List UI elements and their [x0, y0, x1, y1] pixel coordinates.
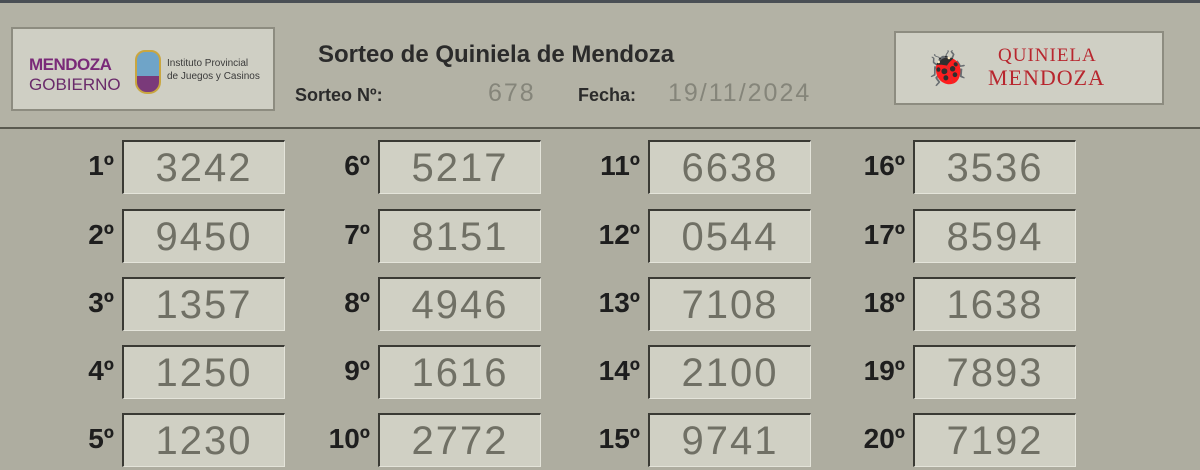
result-position: 16º	[863, 150, 905, 181]
sorteo-label: Sorteo Nº:	[295, 85, 383, 105]
result-number: 1250	[122, 345, 285, 399]
result-position: 13º	[598, 287, 640, 318]
result-position: 19º	[863, 355, 905, 386]
fecha-value: 19/11/2024	[668, 79, 812, 107]
result-position: 18º	[863, 287, 905, 318]
result-position: 15º	[598, 423, 640, 454]
top-border	[0, 0, 1200, 3]
result-position: 5º	[88, 423, 114, 454]
result-number: 6638	[648, 140, 811, 194]
result-number: 1357	[122, 277, 285, 331]
result-number: 3536	[913, 140, 1076, 194]
result-position: 14º	[598, 355, 640, 386]
sorteo-value: 678	[488, 79, 536, 107]
logo-gobierno: GOBIERNO	[29, 75, 121, 94]
result-number: 8594	[913, 209, 1076, 263]
result-position: 20º	[863, 423, 905, 454]
result-number: 1638	[913, 277, 1076, 331]
result-number: 4946	[378, 277, 541, 331]
result-number: 9741	[648, 413, 811, 467]
result-number: 7192	[913, 413, 1076, 467]
result-number: 0544	[648, 209, 811, 263]
result-number: 1616	[378, 345, 541, 399]
fecha-label: Fecha:	[578, 85, 637, 105]
result-position: 10º	[328, 423, 370, 454]
logo-mendoza-text: MENDOZA	[988, 65, 1105, 90]
mascot-icon: 🐞	[926, 50, 969, 88]
logo-institute-line2: de Juegos y Casinos	[167, 71, 260, 82]
logo-institute-line1: Instituto Provincial	[167, 58, 249, 69]
result-number: 8151	[378, 209, 541, 263]
result-position: 4º	[88, 355, 114, 386]
page-title: Sorteo de Quiniela de Mendoza	[318, 41, 675, 68]
result-position: 11º	[600, 150, 640, 181]
result-number: 2100	[648, 345, 811, 399]
result-number: 1230	[122, 413, 285, 467]
result-number: 9450	[122, 209, 285, 263]
logo-institute: Instituto Provincial de Juegos y Casinos	[167, 57, 260, 83]
result-position: 12º	[598, 219, 640, 250]
quiniela-mendoza-logo: 🐞 QUINIELA MENDOZA	[894, 31, 1164, 105]
result-position: 2º	[88, 219, 114, 250]
logo-mendoza: MENDOZA	[29, 55, 112, 74]
header: MENDOZA GOBIERNO Instituto Provincial de…	[0, 3, 1200, 129]
result-position: 1º	[88, 150, 114, 181]
result-number: 3242	[122, 140, 285, 194]
result-position: 7º	[344, 219, 370, 250]
shield-icon	[135, 50, 161, 94]
result-position: 9º	[344, 355, 370, 386]
result-number: 2772	[378, 413, 541, 467]
logo-quiniela: QUINIELA	[998, 45, 1097, 66]
mendoza-gobierno-logo: MENDOZA GOBIERNO Instituto Provincial de…	[11, 27, 275, 111]
result-number: 7893	[913, 345, 1076, 399]
result-number: 5217	[378, 140, 541, 194]
result-position: 6º	[344, 150, 370, 181]
result-position: 3º	[88, 287, 114, 318]
result-number: 7108	[648, 277, 811, 331]
result-position: 17º	[863, 219, 905, 250]
result-position: 8º	[344, 287, 370, 318]
